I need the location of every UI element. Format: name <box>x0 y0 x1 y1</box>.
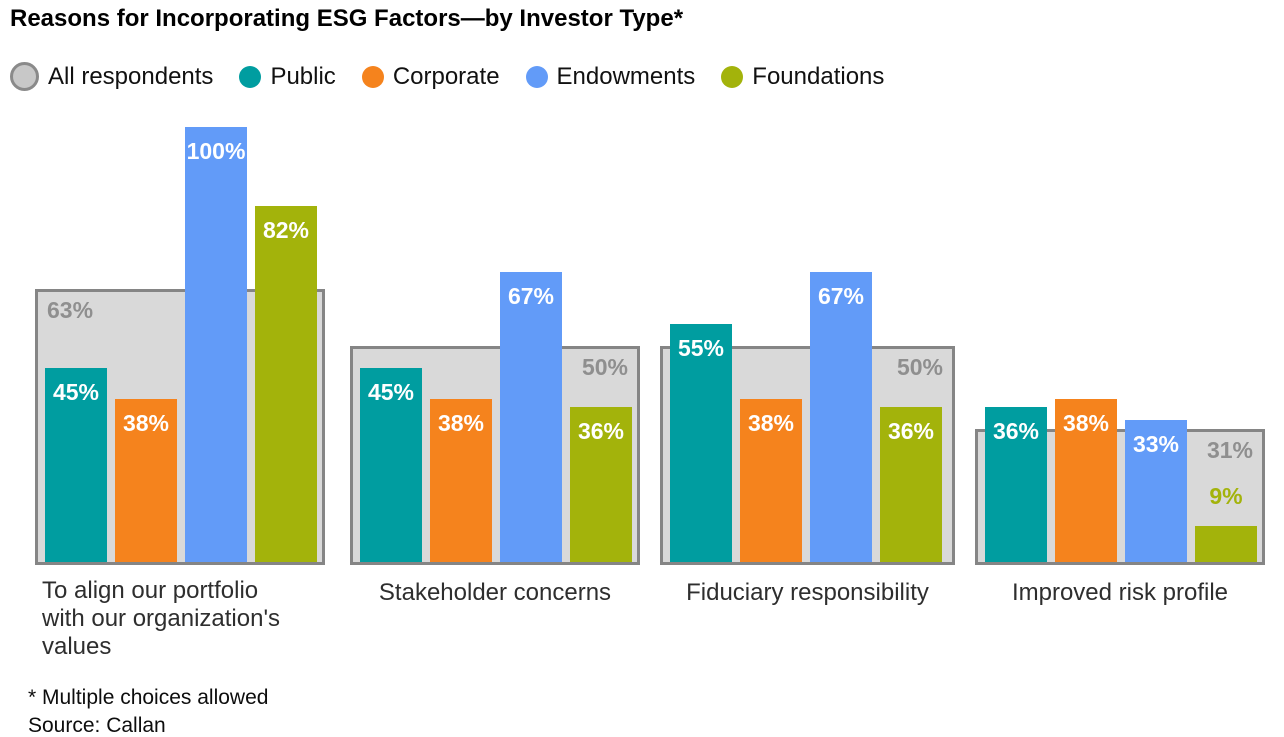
bar-corporate-group-3 <box>740 399 802 562</box>
bar-endowments-group-2 <box>500 272 562 562</box>
category-label-2: Stakeholder concerns <box>378 579 612 606</box>
value-label-foundations-group-2: 36% <box>577 418 625 444</box>
bar-corporate-group-2 <box>430 399 492 562</box>
legend-label-foundations: Foundations <box>752 62 885 90</box>
legend-label-corporate: Corporate <box>392 62 500 90</box>
bar-public-group-1 <box>45 368 107 562</box>
chart-legend: All respondents Public Corporate Endowme… <box>10 62 884 91</box>
category-label-1: To align our portfolio with our organiza… <box>42 577 281 660</box>
bar-foundations-group-3 <box>880 407 942 562</box>
legend-label-endowments: Endowments <box>556 62 696 90</box>
all-respondents-value-label: 50% <box>896 354 943 380</box>
bar-foundations-group-1 <box>255 206 317 562</box>
bar-endowments-group-1 <box>185 127 247 562</box>
chart-group-1: 63% 45% 38% 100% 82% <box>35 125 325 565</box>
value-label-foundations-group-3: 36% <box>887 418 935 444</box>
footnotes: * Multiple choices allowed Source: Calla… <box>28 684 268 737</box>
bar-corporate-group-4 <box>1055 399 1117 562</box>
value-label-endowments-group-2: 67% <box>507 283 555 309</box>
chart-group-3: 50% 55% 38% 67% 36% <box>660 125 955 565</box>
chart-title: Reasons for Incorporating ESG Factors—by… <box>10 5 684 32</box>
category-label-4: Improved risk profile <box>1011 579 1229 606</box>
all-respondents-value-label: 31% <box>1206 437 1253 463</box>
footnote-source: Source: Callan <box>28 714 166 737</box>
bar-foundations-group-2 <box>570 407 632 562</box>
value-label-foundations-group-4: 9% <box>1209 483 1243 509</box>
value-label-public-group-2: 45% <box>367 379 415 405</box>
value-label-public-group-3: 55% <box>677 335 725 361</box>
bar-endowments-group-4 <box>1125 420 1187 562</box>
value-label-foundations-group-1: 82% <box>262 217 310 243</box>
all-respondents-value-label: 63% <box>47 297 94 323</box>
bar-public-group-4 <box>985 407 1047 562</box>
legend-item-corporate: Corporate <box>361 62 500 91</box>
legend-item-public: Public <box>239 62 336 91</box>
bar-endowments-group-3 <box>810 272 872 562</box>
legend-swatch-all-respondents-icon <box>10 62 39 91</box>
legend-swatch-endowments-icon <box>525 65 548 88</box>
all-respondents-value-label: 50% <box>581 354 628 380</box>
value-label-public-group-1: 45% <box>52 379 100 405</box>
value-label-endowments-group-4: 33% <box>1132 431 1180 457</box>
legend-item-foundations: Foundations <box>721 63 884 91</box>
value-label-corporate-group-2: 38% <box>437 410 485 436</box>
bar-foundations-group-4 <box>1195 526 1257 562</box>
bar-public-group-3 <box>670 324 732 562</box>
value-label-endowments-group-3: 67% <box>817 283 865 309</box>
value-label-endowments-group-1: 100% <box>186 138 246 164</box>
legend-item-endowments: Endowments <box>525 62 696 91</box>
legend-label-all-respondents: All respondents <box>48 62 214 90</box>
value-label-public-group-4: 36% <box>992 418 1040 444</box>
bar-public-group-2 <box>360 368 422 562</box>
category-label-3: Fiduciary responsibility <box>686 579 929 606</box>
legend-swatch-corporate-icon <box>361 65 384 88</box>
bar-corporate-group-1 <box>115 399 177 562</box>
value-label-corporate-group-3: 38% <box>747 410 795 436</box>
value-label-corporate-group-4: 38% <box>1062 410 1110 436</box>
legend-label-public: Public <box>270 62 336 90</box>
legend-item-all-respondents: All respondents <box>10 62 213 91</box>
chart-group-2: 50% 45% 38% 67% 36% <box>350 125 640 565</box>
legend-swatch-public-icon <box>239 65 262 88</box>
chart-group-4: 31% 36% 38% 33% 9% <box>975 125 1265 565</box>
footnote-multiple-choices: * Multiple choices allowed <box>28 686 269 709</box>
legend-swatch-foundations-icon <box>721 65 744 88</box>
value-label-corporate-group-1: 38% <box>122 410 170 436</box>
